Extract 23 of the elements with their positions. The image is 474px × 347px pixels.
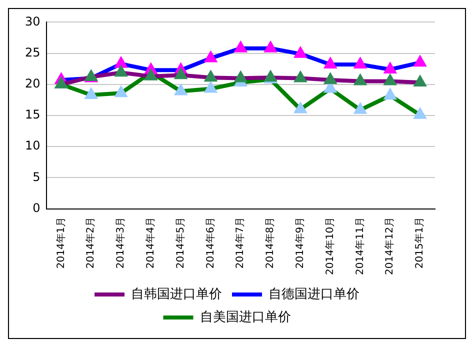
y-tick-label: 25 <box>24 45 40 60</box>
x-tick-label: 2014年1月 <box>54 216 67 269</box>
x-tick-label: 2014年5月 <box>174 216 186 269</box>
x-tick-label: 2014年2月 <box>84 216 97 269</box>
x-tick-label: 2014年3月 <box>114 216 127 269</box>
x-tick-label: 2014年9月 <box>294 216 306 269</box>
legend-label: 自美国进口单价 <box>200 308 291 325</box>
x-tick-label: 2014年6月 <box>204 216 216 269</box>
legend-label: 自韩国进口单价 <box>131 286 222 302</box>
y-tick-label: 0 <box>32 200 40 215</box>
y-tick-label: 20 <box>24 76 40 91</box>
x-tick-label: 2014年7月 <box>234 216 246 269</box>
y-tick-label: 30 <box>24 14 40 28</box>
x-tick-label: 2014年10月 <box>324 216 336 276</box>
y-tick-label: 5 <box>32 170 40 184</box>
y-tick-label: 15 <box>24 108 40 122</box>
legend-label: 自德国进口单价 <box>268 286 360 302</box>
x-tick-label: 2014年12月 <box>384 216 396 276</box>
x-tick-label: 2014年11月 <box>354 216 366 276</box>
x-tick-label: 2014年4月 <box>144 216 157 269</box>
x-tick-label: 2015年1月 <box>414 216 426 269</box>
y-tick-label: 10 <box>24 138 40 153</box>
x-tick-label: 2014年8月 <box>264 216 276 269</box>
